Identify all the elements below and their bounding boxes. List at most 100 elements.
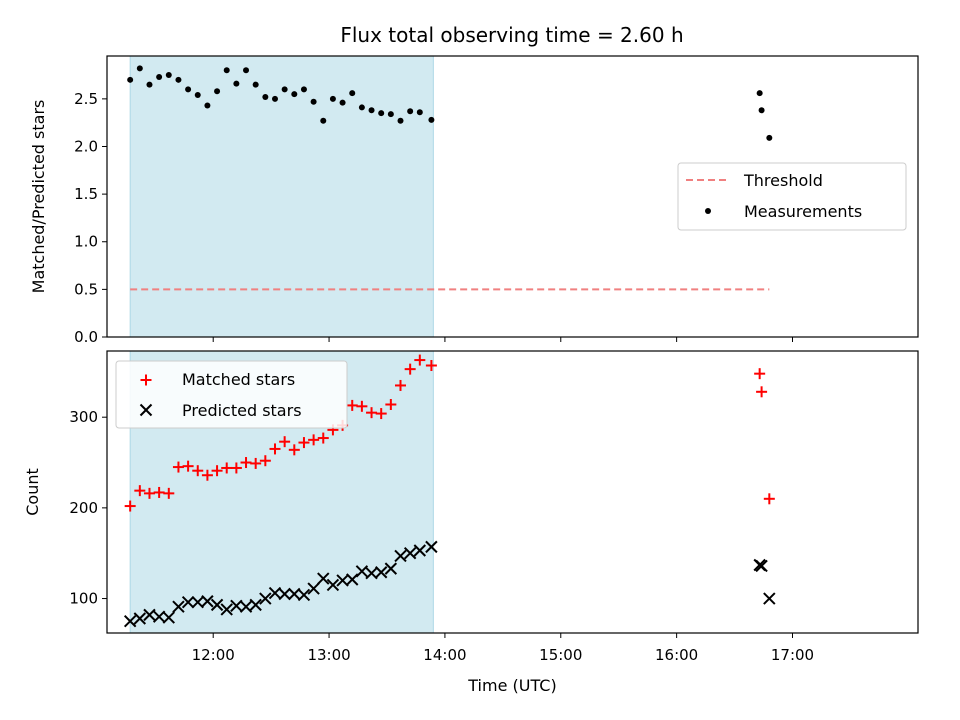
predicted-star-point [230, 599, 243, 613]
cross-stroke-b [317, 572, 330, 585]
count-y-tick-label: 200 [69, 499, 98, 517]
ratio-panel-observing-window [129, 55, 434, 338]
matched-star-point [375, 408, 387, 420]
count-x-tick-label: 14:00 [423, 646, 466, 664]
matched-star-point [414, 354, 426, 366]
measurement-point [281, 86, 288, 93]
predicted-star-point [181, 595, 195, 609]
matched-star-point [230, 462, 242, 474]
predicted-star-point [365, 566, 378, 580]
predicted-star-point [259, 592, 272, 605]
measurement-point [194, 92, 201, 99]
predicted-star-point [394, 549, 407, 563]
measurement-point [766, 134, 773, 141]
matched-star-point [425, 360, 437, 372]
cross-stroke-b [278, 587, 291, 601]
ratio-y-tick-label: 1.0 [74, 233, 98, 251]
predicted-star-point [152, 610, 166, 623]
measurement-point [146, 81, 153, 88]
cross-stroke-b [181, 595, 195, 609]
cross-stroke-b [133, 612, 147, 625]
cross-stroke-b [763, 592, 776, 605]
predicted-star-point [755, 559, 768, 573]
ratio-y-tick-label: 2.5 [74, 90, 98, 108]
count-y-axis-label: Count [23, 468, 42, 516]
measurement-point [243, 67, 250, 74]
matched-star-point [317, 432, 329, 444]
matched-star-point [172, 461, 184, 473]
ratio-y-axis-label: Matched/Predicted stars [29, 100, 48, 294]
measurements-series [127, 65, 773, 141]
cross-stroke-b [297, 588, 311, 602]
legend-measurements-swatch [705, 208, 711, 214]
matched-star-point [279, 436, 291, 448]
legend-predicted-label: Predicted stars [182, 401, 302, 420]
measurement-point [758, 107, 765, 114]
cross-stroke-b [239, 600, 253, 613]
cross-stroke-b [162, 611, 175, 624]
measurement-point [349, 90, 356, 97]
predicted-star-point [143, 608, 156, 622]
legend-measurements-label: Measurements [744, 202, 862, 221]
matched-star-point [192, 465, 204, 477]
ratio-y-axis-ticks: 0.0 0.5 1.0 1.5 2.0 2.5 [74, 90, 107, 346]
measurement-point [329, 95, 336, 102]
cross-stroke-b [259, 592, 272, 605]
measurement-point [291, 91, 298, 98]
measurement-point [339, 99, 346, 106]
predicted-star-point [239, 600, 253, 613]
matched-star-point [763, 493, 775, 505]
cross-stroke-b [403, 546, 417, 560]
predicted-star-point [317, 572, 330, 585]
predicted-star-point [355, 565, 369, 578]
measurement-point [204, 102, 211, 109]
ratio-y-tick-label: 2.0 [74, 137, 98, 155]
matched-star-point [143, 487, 155, 499]
predicted-star-point [191, 595, 204, 609]
measurement-point [320, 117, 327, 124]
cross-stroke-b [425, 540, 438, 554]
predicted-star-point [133, 612, 147, 625]
matched-star-point [754, 368, 766, 380]
legend-matched-label: Matched stars [182, 370, 295, 389]
count-panel: 100 200 300 12:00 13:00 14:00 15:00 16:00 17:00… [23, 350, 919, 695]
cross-stroke-b [365, 566, 378, 580]
cross-stroke-b [288, 587, 301, 601]
predicted-stars-series [123, 540, 776, 628]
measurement-point [358, 104, 365, 111]
matched-star-point [269, 443, 281, 455]
legend-matched-swatch [140, 374, 152, 386]
cross-stroke-b [172, 600, 185, 613]
cross-stroke-b [326, 578, 340, 592]
cross-stroke-b [220, 603, 233, 616]
predicted-star-point [374, 566, 388, 579]
cross-stroke-b [755, 559, 768, 573]
predicted-star-point [297, 588, 311, 602]
cross-stroke-b [249, 598, 262, 612]
cross-stroke-b [268, 586, 282, 600]
measurement-point [407, 108, 414, 115]
measurement-point [223, 67, 230, 74]
legend-predicted-marker [139, 403, 153, 417]
cross-stroke-b [307, 582, 320, 595]
count-y-tick-label: 100 [69, 590, 98, 608]
ratio-y-tick-label: 1.5 [74, 185, 98, 203]
predicted-star-point [201, 595, 214, 608]
predicted-star-point [268, 586, 282, 600]
matched-star-point [221, 462, 233, 474]
matched-star-point [404, 363, 416, 375]
matched-star-point [240, 457, 252, 469]
matched-star-point [163, 487, 175, 499]
matched-star-point [346, 399, 358, 411]
cross-stroke-b [230, 599, 243, 613]
cross-stroke-b [374, 566, 388, 579]
x-axis-label: Time (UTC) [467, 676, 556, 695]
measurement-point [756, 90, 763, 97]
matched-star-point [250, 457, 262, 469]
count-panel-frame [106, 350, 919, 634]
measurement-point [175, 76, 182, 83]
matched-star-point [259, 455, 271, 467]
predicted-star-point [346, 573, 359, 586]
legend-matched-marker [140, 374, 152, 386]
predicted-star-point [307, 582, 320, 595]
